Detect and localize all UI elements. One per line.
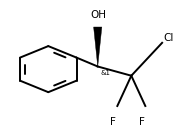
Text: OH: OH xyxy=(91,10,107,20)
Text: Cl: Cl xyxy=(163,33,173,43)
Text: &1: &1 xyxy=(101,70,111,76)
Polygon shape xyxy=(94,27,102,66)
Text: F: F xyxy=(139,117,145,126)
Text: F: F xyxy=(110,117,116,126)
